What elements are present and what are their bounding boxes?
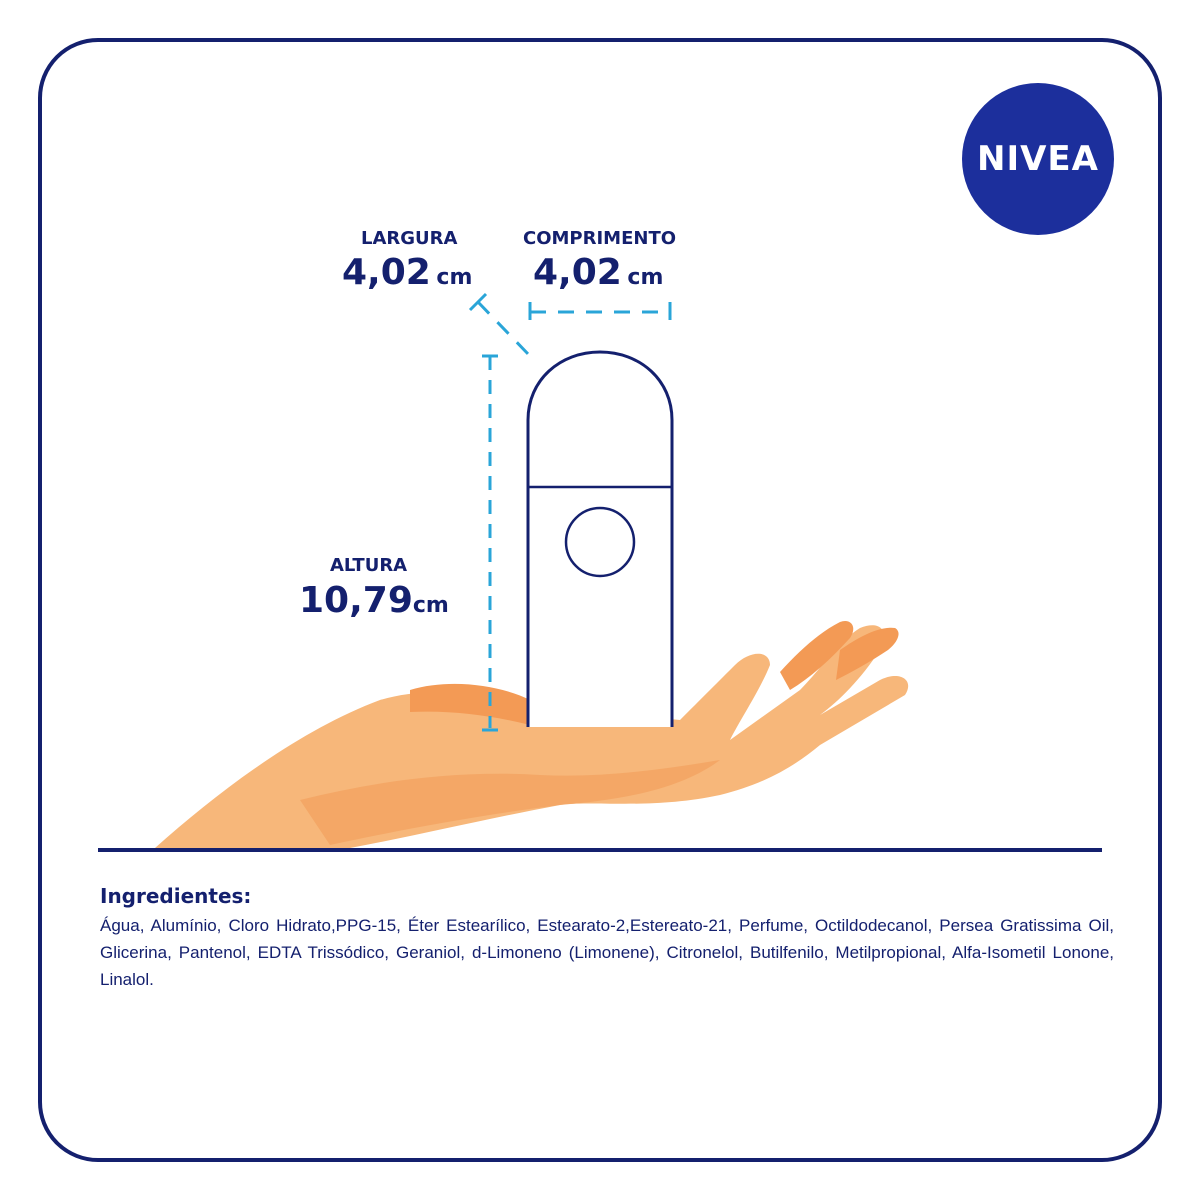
- length-unit: cm: [627, 265, 664, 290]
- card-frame: [38, 38, 1162, 1162]
- logo-text: NIVEA: [977, 139, 1099, 179]
- ingredients-title: Ingredientes:: [100, 884, 252, 908]
- length-value: 4,02 cm: [533, 252, 663, 293]
- height-unit: cm: [412, 593, 449, 618]
- height-label: ALTURA: [330, 555, 408, 576]
- length-label: COMPRIMENTO: [523, 228, 677, 249]
- width-number: 4,02: [342, 252, 431, 293]
- dimension-lines: [468, 292, 672, 732]
- hand-illustration: [155, 620, 909, 848]
- divider-line: [98, 848, 1102, 852]
- width-value: 4,02 cm: [342, 252, 472, 293]
- width-label: LARGURA: [361, 228, 458, 249]
- nivea-logo: NIVEA: [962, 83, 1114, 235]
- ingredients-text: Água, Alumínio, Cloro Hidrato,PPG-15, Ét…: [100, 916, 1114, 989]
- height-number: 10,79: [299, 580, 413, 621]
- width-unit: cm: [436, 265, 473, 290]
- height-value: 10,79cm: [299, 580, 449, 621]
- length-number: 4,02: [533, 252, 622, 293]
- roll-on-bottle: [526, 350, 674, 727]
